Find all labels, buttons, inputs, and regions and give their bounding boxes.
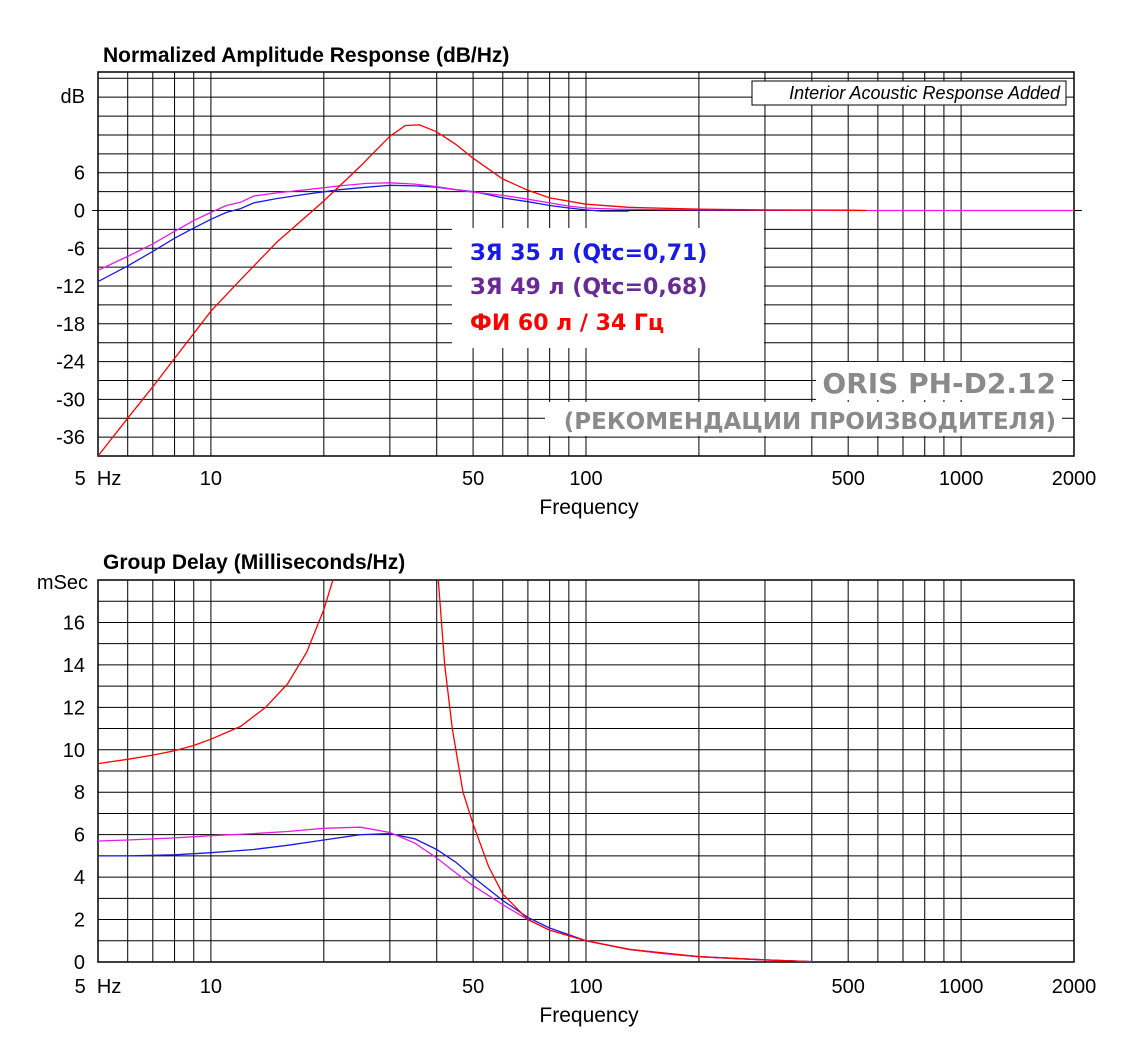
amplitude-y-tick-label: -18 [56, 314, 85, 336]
amplitude-series-closed-49-line [98, 182, 1074, 271]
group-delay-x-tick-label: 100 [569, 976, 602, 998]
amplitude-x-tick-label: 50 [462, 468, 484, 490]
amplitude-x-tick-label: 2000 [1052, 468, 1097, 490]
amplitude-y-tick-label: 0 [74, 200, 85, 222]
group-delay-y-ticks: 16 14 12 10 8 6 4 2 0 [63, 612, 85, 974]
group-delay-x-tick-label: 2000 [1052, 976, 1097, 998]
group-delay-grid [98, 580, 1074, 962]
group-delay-y-unit: mSec [37, 572, 88, 594]
amplitude-x-tick-label: 100 [569, 468, 602, 490]
amplitude-y-unit: dB [61, 86, 85, 108]
watermark-line2: (РЕКОМЕНДАЦИИ ПРОИЗВОДИТЕЛЯ) [564, 409, 1056, 435]
group-delay-y-tick-label: 14 [63, 655, 85, 677]
legend-item-ported-60: ФИ 60 л / 34 Гц [470, 311, 664, 336]
amplitude-chart-title: Normalized Amplitude Response (dB/Hz) [103, 44, 509, 67]
group-delay-y-tick-label: 16 [63, 612, 85, 634]
legend-item-closed-49: ЗЯ 49 л (Qtc=0,68) [470, 275, 707, 300]
amplitude-x-tick-label: 1000 [939, 468, 984, 490]
group-delay-x-ticks: 5 Hz 10 50 100 500 1000 2000 [75, 976, 1097, 998]
group-delay-y-tick-label: 10 [63, 740, 85, 762]
group-delay-panel: Group Delay (Milliseconds/Hz) mSec 16141… [37, 551, 1096, 1027]
group-delay-y-tick-label: 12 [63, 697, 85, 719]
amplitude-series [98, 124, 1074, 456]
amplitude-y-tick-label: -6 [67, 238, 85, 260]
legend-box [452, 228, 764, 348]
amplitude-series-closed-35-line [98, 184, 629, 283]
legend-item-closed-35: ЗЯ 35 л (Qtc=0,71) [470, 241, 707, 266]
amplitude-y-tick-label: -36 [56, 427, 85, 449]
group-delay-x-axis-label: Frequency [539, 1004, 639, 1027]
legend: ЗЯ 35 л (Qtc=0,71) ЗЯ 49 л (Qtc=0,68) ФИ… [452, 228, 764, 348]
group-delay-series [98, 580, 812, 962]
watermark: ORIS PH-D2.12 (РЕКОМЕНДАЦИИ ПРОИЗВОДИТЕЛ… [545, 362, 1062, 436]
amplitude-x-tick-label: 5 Hz [75, 468, 122, 490]
group-delay-series-ported-60-line [98, 580, 334, 765]
group-delay-x-tick-label: 1000 [939, 976, 984, 998]
group-delay-chart-title: Group Delay (Milliseconds/Hz) [103, 551, 405, 574]
amplitude-series-ported-60-line [98, 124, 867, 456]
annotation-box [751, 80, 1067, 106]
group-delay-y-tick-label: 0 [74, 952, 85, 974]
group-delay-x-tick-label: 5 Hz [75, 976, 122, 998]
watermark-line1-bg [816, 362, 1062, 400]
amplitude-y-ticks: 6 0 -6 -12 -18 -24 -30 -36 [56, 163, 85, 449]
group-delay-y-tick-label: 6 [74, 825, 85, 847]
group-delay-y-tick-label: 8 [74, 782, 85, 804]
amplitude-x-axis-label: Frequency [539, 496, 639, 519]
watermark-line2-bg [545, 402, 1062, 436]
annotation-text: Interior Acoustic Response Added [789, 83, 1061, 103]
group-delay-x-tick-label: 50 [462, 976, 484, 998]
group-delay-series-ported-60-line-right [437, 580, 812, 962]
amplitude-y-tick-label: -24 [56, 352, 85, 374]
amplitude-x-ticks: 5 Hz 10 50 100 500 1000 2000 [75, 468, 1097, 490]
amplitude-x-tick-label: 500 [831, 468, 864, 490]
watermark-line1: ORIS PH-D2.12 [822, 367, 1056, 400]
group-delay-y-tick-label: 2 [74, 910, 85, 932]
group-delay-x-tick-label: 10 [200, 976, 222, 998]
group-delay-y-tick-label: 4 [74, 867, 85, 889]
group-delay-x-tick-label: 500 [831, 976, 864, 998]
amplitude-y-tick-label: -12 [56, 276, 85, 298]
amplitude-y-tick-label: -30 [56, 389, 85, 411]
amplitude-y-tick-label: 6 [74, 163, 85, 185]
amplitude-x-tick-label: 10 [200, 468, 222, 490]
